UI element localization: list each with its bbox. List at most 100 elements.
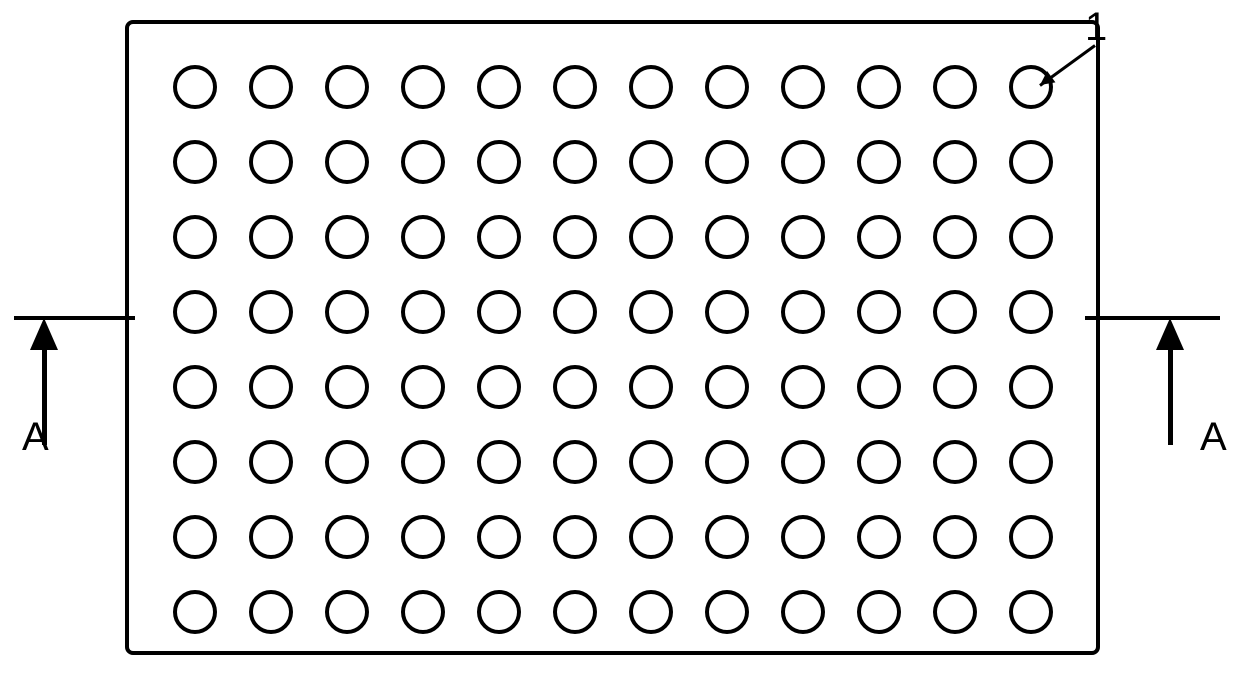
well — [553, 440, 597, 484]
well — [933, 140, 977, 184]
well — [325, 215, 369, 259]
well — [1009, 515, 1053, 559]
well — [705, 290, 749, 334]
well — [401, 590, 445, 634]
section-arrow-right-head — [1156, 318, 1184, 350]
well — [325, 290, 369, 334]
well — [857, 515, 901, 559]
well — [401, 290, 445, 334]
well — [705, 65, 749, 109]
well — [249, 365, 293, 409]
section-label-right: A — [1200, 415, 1227, 460]
well — [857, 590, 901, 634]
well — [1009, 140, 1053, 184]
well — [933, 290, 977, 334]
well — [477, 365, 521, 409]
well — [629, 65, 673, 109]
well — [705, 440, 749, 484]
well — [933, 215, 977, 259]
section-arrow-left-head — [30, 318, 58, 350]
well — [401, 515, 445, 559]
well — [629, 140, 673, 184]
section-label-left: A — [22, 415, 49, 460]
well — [705, 215, 749, 259]
well — [173, 215, 217, 259]
well — [781, 140, 825, 184]
well — [857, 215, 901, 259]
well — [173, 440, 217, 484]
well — [781, 515, 825, 559]
section-line-right — [1085, 316, 1220, 320]
well — [553, 590, 597, 634]
well — [401, 440, 445, 484]
well — [249, 590, 293, 634]
well — [249, 215, 293, 259]
well — [781, 290, 825, 334]
well — [173, 365, 217, 409]
well — [629, 290, 673, 334]
well — [857, 365, 901, 409]
diagram-stage: A A 1 — [0, 0, 1240, 678]
well — [477, 215, 521, 259]
well — [401, 65, 445, 109]
well — [705, 365, 749, 409]
well — [1009, 215, 1053, 259]
well — [477, 140, 521, 184]
well — [325, 590, 369, 634]
well — [629, 440, 673, 484]
well — [933, 590, 977, 634]
well — [705, 515, 749, 559]
well — [553, 65, 597, 109]
well — [553, 215, 597, 259]
well — [933, 65, 977, 109]
well — [933, 515, 977, 559]
well — [705, 590, 749, 634]
section-arrow-right-shaft — [1168, 350, 1173, 445]
well — [401, 215, 445, 259]
well — [477, 290, 521, 334]
well — [705, 140, 749, 184]
well — [1009, 365, 1053, 409]
well — [173, 515, 217, 559]
well — [173, 290, 217, 334]
well — [781, 65, 825, 109]
well — [1009, 440, 1053, 484]
well — [857, 65, 901, 109]
well — [325, 440, 369, 484]
well — [249, 290, 293, 334]
well — [553, 515, 597, 559]
callout-label-1: 1 — [1085, 5, 1107, 50]
well — [857, 290, 901, 334]
well — [325, 140, 369, 184]
well — [249, 140, 293, 184]
well — [629, 365, 673, 409]
well — [249, 515, 293, 559]
well — [933, 440, 977, 484]
well — [477, 515, 521, 559]
well — [249, 65, 293, 109]
well — [629, 215, 673, 259]
well — [325, 365, 369, 409]
well — [249, 440, 293, 484]
well — [629, 590, 673, 634]
well — [933, 365, 977, 409]
plate-outline — [125, 20, 1100, 655]
well — [781, 440, 825, 484]
well — [401, 140, 445, 184]
well — [173, 65, 217, 109]
well — [553, 290, 597, 334]
well — [553, 365, 597, 409]
well — [781, 215, 825, 259]
well — [1009, 290, 1053, 334]
well — [173, 590, 217, 634]
well — [857, 440, 901, 484]
well — [553, 140, 597, 184]
well — [781, 590, 825, 634]
well — [477, 65, 521, 109]
well — [325, 515, 369, 559]
well — [325, 65, 369, 109]
well — [857, 140, 901, 184]
well — [781, 365, 825, 409]
well — [173, 140, 217, 184]
well — [477, 440, 521, 484]
